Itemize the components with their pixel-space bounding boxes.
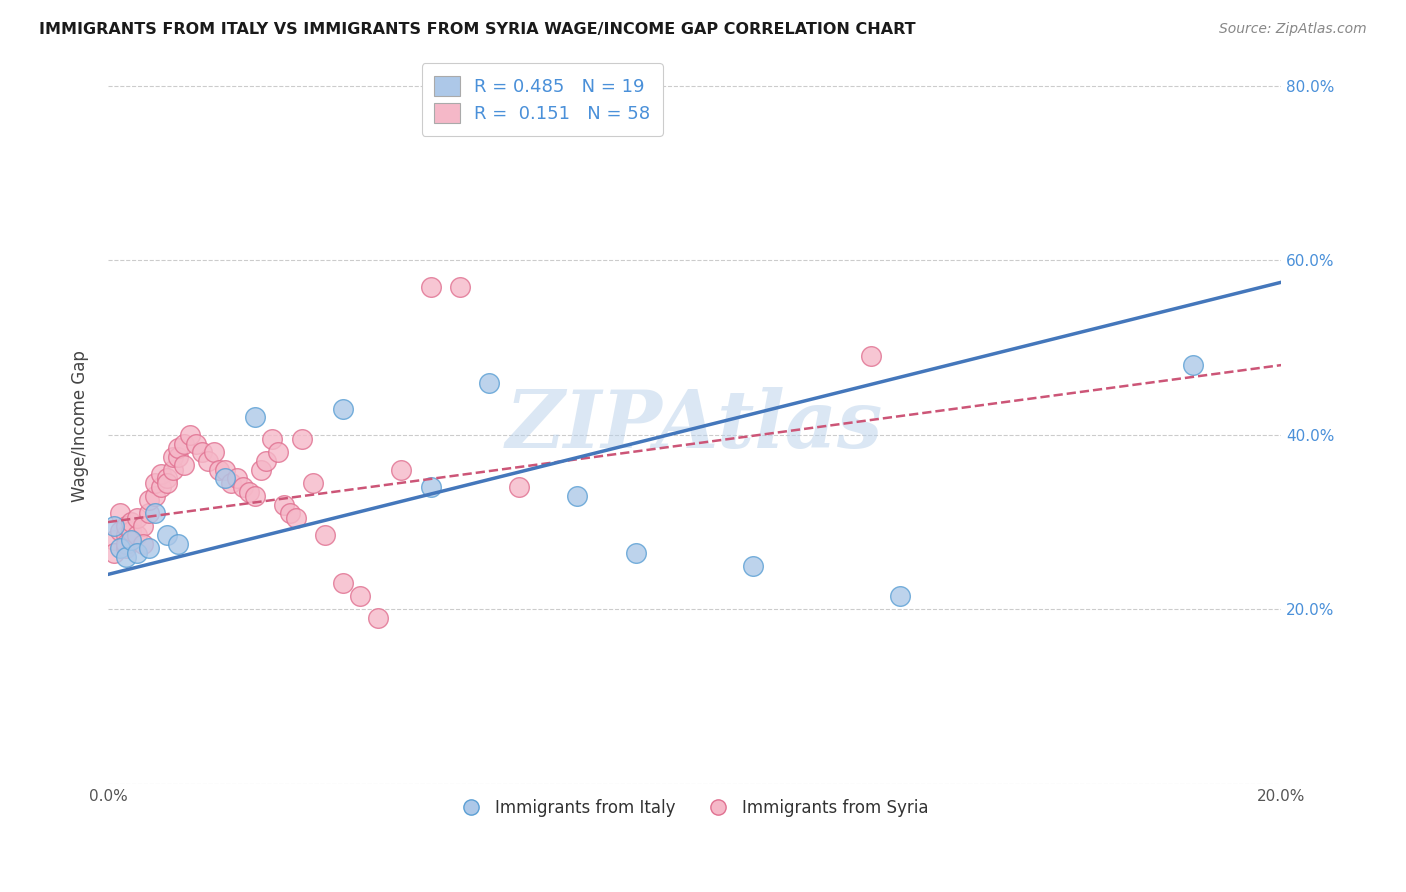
Point bbox=[742, 558, 765, 573]
Point bbox=[219, 475, 242, 490]
Point bbox=[132, 537, 155, 551]
Point bbox=[262, 432, 284, 446]
Point bbox=[167, 450, 190, 464]
Point bbox=[149, 467, 172, 482]
Point bbox=[243, 410, 266, 425]
Point bbox=[208, 463, 231, 477]
Point bbox=[114, 519, 136, 533]
Point bbox=[114, 528, 136, 542]
Point bbox=[114, 537, 136, 551]
Point bbox=[108, 541, 131, 556]
Point bbox=[419, 480, 441, 494]
Text: IMMIGRANTS FROM ITALY VS IMMIGRANTS FROM SYRIA WAGE/INCOME GAP CORRELATION CHART: IMMIGRANTS FROM ITALY VS IMMIGRANTS FROM… bbox=[39, 22, 915, 37]
Point bbox=[284, 510, 307, 524]
Point bbox=[214, 463, 236, 477]
Point bbox=[127, 510, 149, 524]
Legend: Immigrants from Italy, Immigrants from Syria: Immigrants from Italy, Immigrants from S… bbox=[453, 791, 936, 825]
Y-axis label: Wage/Income Gap: Wage/Income Gap bbox=[72, 351, 89, 502]
Point bbox=[859, 349, 882, 363]
Point bbox=[302, 475, 325, 490]
Point bbox=[127, 528, 149, 542]
Point bbox=[278, 507, 301, 521]
Point bbox=[226, 471, 249, 485]
Point bbox=[138, 541, 160, 556]
Text: Source: ZipAtlas.com: Source: ZipAtlas.com bbox=[1219, 22, 1367, 37]
Point bbox=[156, 471, 179, 485]
Point bbox=[149, 480, 172, 494]
Point bbox=[214, 471, 236, 485]
Point bbox=[114, 541, 136, 556]
Point bbox=[120, 533, 142, 547]
Point bbox=[138, 493, 160, 508]
Point bbox=[173, 436, 195, 450]
Point bbox=[202, 445, 225, 459]
Point bbox=[108, 507, 131, 521]
Point bbox=[249, 463, 271, 477]
Point bbox=[143, 489, 166, 503]
Point bbox=[103, 519, 125, 533]
Point bbox=[449, 279, 471, 293]
Point bbox=[167, 537, 190, 551]
Point bbox=[273, 498, 295, 512]
Point bbox=[120, 524, 142, 538]
Point bbox=[127, 546, 149, 560]
Point bbox=[162, 450, 184, 464]
Point bbox=[103, 533, 125, 547]
Point bbox=[167, 441, 190, 455]
Point bbox=[349, 589, 371, 603]
Point bbox=[567, 489, 589, 503]
Point bbox=[108, 524, 131, 538]
Point bbox=[478, 376, 501, 390]
Point bbox=[156, 528, 179, 542]
Point bbox=[1182, 358, 1205, 372]
Point bbox=[114, 549, 136, 564]
Point bbox=[508, 480, 530, 494]
Text: ZIPAtlas: ZIPAtlas bbox=[506, 387, 883, 465]
Point bbox=[197, 454, 219, 468]
Point bbox=[162, 463, 184, 477]
Point bbox=[889, 589, 911, 603]
Point bbox=[143, 475, 166, 490]
Point bbox=[238, 484, 260, 499]
Point bbox=[367, 611, 389, 625]
Point bbox=[191, 445, 214, 459]
Point bbox=[243, 489, 266, 503]
Point bbox=[314, 528, 336, 542]
Point bbox=[173, 458, 195, 473]
Point bbox=[143, 507, 166, 521]
Point bbox=[291, 432, 314, 446]
Point bbox=[132, 519, 155, 533]
Point bbox=[389, 463, 412, 477]
Point bbox=[179, 427, 201, 442]
Point bbox=[103, 546, 125, 560]
Point bbox=[138, 507, 160, 521]
Point bbox=[232, 480, 254, 494]
Point bbox=[254, 454, 277, 468]
Point bbox=[184, 436, 207, 450]
Point bbox=[156, 475, 179, 490]
Point bbox=[332, 401, 354, 416]
Point bbox=[419, 279, 441, 293]
Point bbox=[120, 515, 142, 529]
Point bbox=[332, 576, 354, 591]
Point bbox=[267, 445, 290, 459]
Point bbox=[624, 546, 647, 560]
